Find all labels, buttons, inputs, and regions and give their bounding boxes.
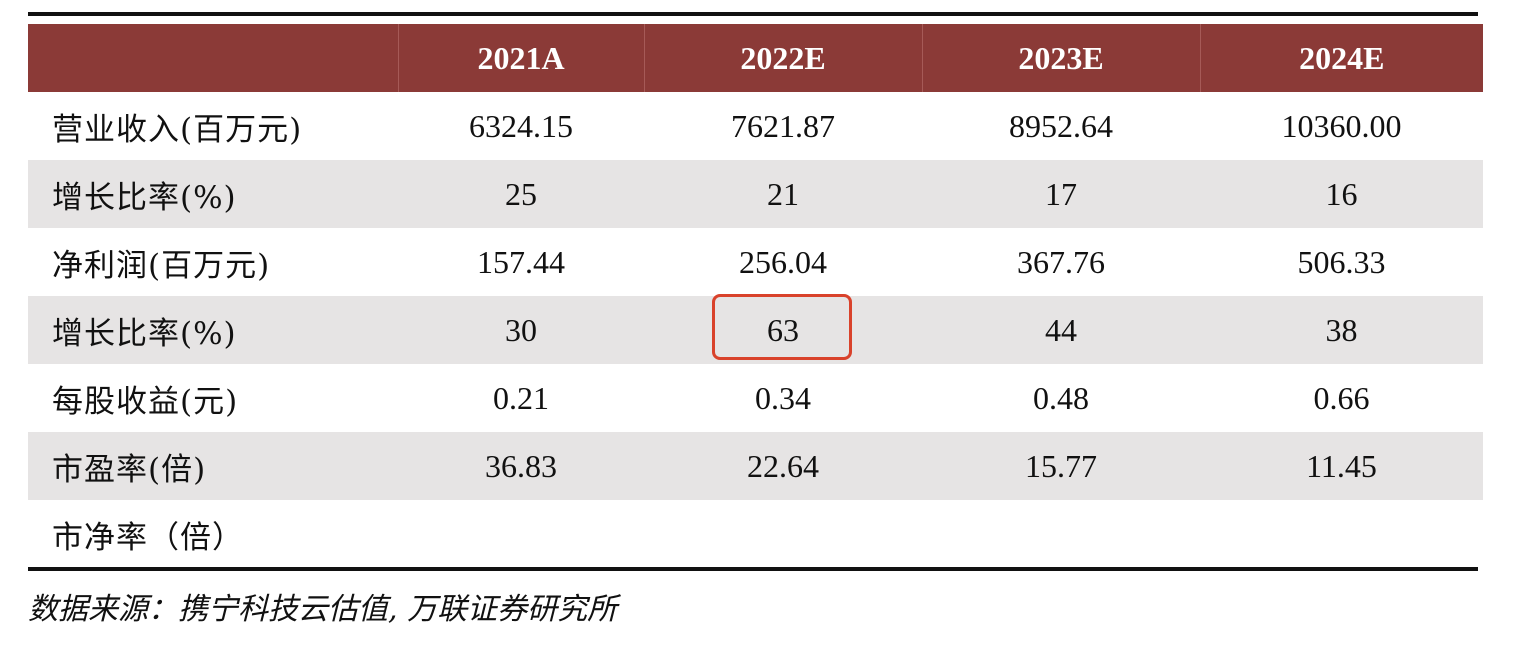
table-row-revenue-growth: 增长比率(%) 25 21 17 16 xyxy=(28,160,1483,228)
header-cell-2023e: 2023E xyxy=(922,24,1201,92)
header-cell-2021a: 2021A xyxy=(398,24,645,92)
financial-table-container: 2021A 2022E 2023E 2024E 营业收入(百万元) 6324.1… xyxy=(28,24,1483,568)
header-row: 2021A 2022E 2023E 2024E xyxy=(28,24,1483,92)
financial-forecast-table: 2021A 2022E 2023E 2024E 营业收入(百万元) 6324.1… xyxy=(28,24,1483,568)
table-cell: 30 xyxy=(398,296,644,364)
row-label: 市净率（倍） xyxy=(52,519,244,556)
table-row-pe-ratio: 市盈率(倍) 36.83 22.64 15.77 11.45 xyxy=(28,432,1483,500)
table-cell xyxy=(922,500,1200,568)
table-cell xyxy=(1200,500,1483,568)
table-row-profit-growth: 增长比率(%) 30 63 44 38 xyxy=(28,294,1483,364)
table-cell: 10360.00 xyxy=(1281,107,1402,144)
table-cell: 15.77 xyxy=(922,432,1200,500)
table-row-eps: 每股收益(元) 0.21 0.34 0.48 0.66 xyxy=(28,364,1483,432)
table-cell: 11.45 xyxy=(1200,432,1483,500)
row-label: 增长比率(%) xyxy=(28,296,398,364)
row-label: 增长比率(%) xyxy=(28,160,398,228)
row-label: 每股收益(元) xyxy=(52,383,239,420)
table-cell: 0.34 xyxy=(755,379,811,416)
table-cell: 21 xyxy=(644,160,922,228)
table-cell: 0.21 xyxy=(493,379,549,416)
table-cell: 25 xyxy=(398,160,644,228)
table-cell: 256.04 xyxy=(739,243,827,280)
table-cell: 506.33 xyxy=(1297,243,1386,280)
table-cell: 44 xyxy=(922,296,1200,364)
top-rule xyxy=(28,12,1478,16)
header-cell-empty xyxy=(28,24,399,92)
highlighted-value: 63 xyxy=(767,311,799,348)
table-cell: 0.48 xyxy=(1033,379,1089,416)
row-label: 营业收入(百万元) xyxy=(52,111,303,148)
table-cell: 22.64 xyxy=(644,432,922,500)
header-cell-2024e: 2024E xyxy=(1200,24,1483,92)
header-cell-2022e: 2022E xyxy=(644,24,923,92)
table-cell: 17 xyxy=(922,160,1200,228)
table-row-revenue: 营业收入(百万元) 6324.15 7621.87 8952.64 10360.… xyxy=(28,92,1483,160)
table-cell: 7621.87 xyxy=(731,107,835,144)
table-cell: 38 xyxy=(1200,296,1483,364)
table-cell: 36.83 xyxy=(398,432,644,500)
table-cell: 6324.15 xyxy=(469,107,573,144)
table-cell: 367.76 xyxy=(1017,243,1105,280)
row-label: 净利润(百万元) xyxy=(52,247,271,284)
table-cell xyxy=(398,500,644,568)
highlight-box xyxy=(712,294,852,360)
bottom-rule xyxy=(28,567,1478,571)
table-cell xyxy=(644,500,922,568)
table-cell: 16 xyxy=(1200,160,1483,228)
table-cell: 8952.64 xyxy=(1009,107,1113,144)
table-row-pb-ratio: 市净率（倍） xyxy=(28,500,1483,568)
table-cell: 157.44 xyxy=(477,243,565,280)
data-source-note: 数据来源：携宁科技云估值, 万联证券研究所 xyxy=(28,592,618,627)
table-cell: 0.66 xyxy=(1313,379,1370,416)
table-row-net-profit: 净利润(百万元) 157.44 256.04 367.76 506.33 xyxy=(28,228,1483,296)
row-label: 市盈率(倍) xyxy=(28,432,398,500)
table-cell-highlighted: 63 xyxy=(644,294,922,364)
